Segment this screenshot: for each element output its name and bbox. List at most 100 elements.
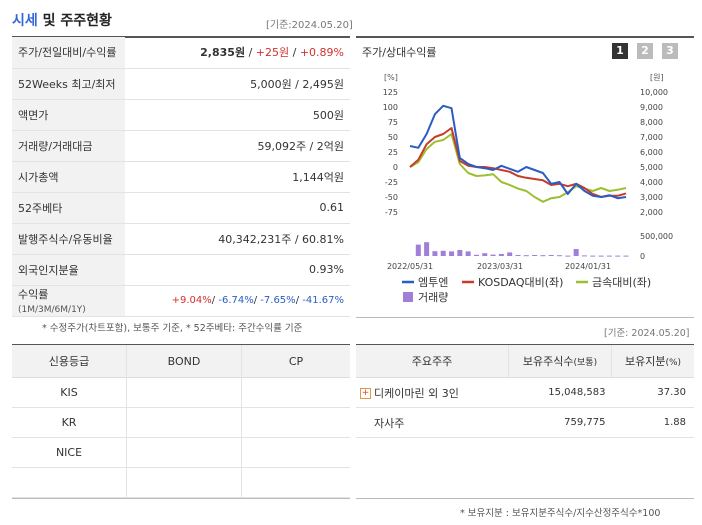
credit-header: BOND <box>126 345 242 378</box>
row-value: 1,144억원 <box>125 161 350 193</box>
left-tick-label: 100 <box>383 103 398 112</box>
volume-bar <box>565 255 571 257</box>
right-tick-label: 8,000 <box>640 118 663 127</box>
volume-bar <box>557 255 563 257</box>
volume-bar <box>457 250 463 256</box>
row-value: 40,342,231주 / 60.81% <box>125 223 350 255</box>
row-value: 59,092주 / 2억원 <box>125 130 350 162</box>
volume-bar <box>449 251 455 256</box>
volume-bar <box>540 255 546 257</box>
right-tick-label: 5,000 <box>640 163 663 172</box>
volume-bar <box>523 255 529 257</box>
row-label: 주가/전일대비/수익률 <box>12 37 125 69</box>
sector-line <box>409 133 627 203</box>
volume-bar <box>432 251 438 256</box>
row-value: 0.61 <box>125 192 350 224</box>
volume-bar <box>548 255 554 256</box>
left-tick-label: -50 <box>385 193 398 202</box>
row-label: 52Weeks 최고/최저 <box>12 68 125 100</box>
volume-bar <box>515 255 521 256</box>
table-row <box>12 467 350 498</box>
holder-header: 주요주주 <box>356 345 509 378</box>
table-row: KIS <box>12 377 350 408</box>
x-tick-label: 2022/05/31 <box>387 262 433 271</box>
row-label: 52주베타 <box>12 192 125 224</box>
credit-header: 신용등급 <box>12 345 127 378</box>
shares-header: 보유주식수(보통) <box>508 345 612 378</box>
legend-label: KOSDAQ대비(좌) <box>478 276 563 289</box>
top-divider-right <box>356 36 694 38</box>
left-tick-label: 25 <box>388 148 398 157</box>
volume-tick-label: 0 <box>640 252 645 261</box>
volume-tick-label: 500,000 <box>640 232 673 241</box>
table-row: 주가/전일대비/수익률 2,835원 / +25원 / +0.89% <box>12 37 350 69</box>
table-row: NICE <box>12 437 350 468</box>
chart-bottom-divider <box>356 317 694 318</box>
table-row: 자사주 759,775 1.88 <box>356 407 694 438</box>
row-value: 500원 <box>125 99 350 131</box>
right-tick-label: 3,000 <box>640 193 663 202</box>
table-row: 거래량/거래대금 59,092주 / 2억원 <box>12 130 350 162</box>
volume-bar <box>482 253 488 256</box>
legend-label: 엠투엔 <box>418 276 448 289</box>
right-tick-label: 4,000 <box>640 178 663 187</box>
table-row: 시가총액 1,144억원 <box>12 161 350 193</box>
row-value: 0.93% <box>125 254 350 286</box>
table-row: 수익률 (1M/3M/6M/1Y) +9.04%/ -6.74%/ -7.65%… <box>12 285 350 317</box>
shareholder-bottom-line <box>356 498 694 499</box>
credit-header: CP <box>241 345 350 378</box>
price-chart: [%] [원] 125 10,000 100 9,000 75 8,000 50 7,000 25 6… <box>383 73 673 304</box>
volume-bar <box>507 252 513 256</box>
price-value: 2,835원 / +25원 / +0.89% <box>125 37 350 69</box>
returns-label: 수익률 (1M/3M/6M/1Y) <box>12 285 125 317</box>
volume-bar <box>473 254 479 256</box>
chart-page-2-button[interactable]: 2 <box>637 43 653 59</box>
row-label: 액면가 <box>12 99 125 131</box>
volume-bar <box>615 255 621 257</box>
right-tick-label: 2,000 <box>640 208 663 217</box>
x-tick-label: 2024/01/31 <box>565 262 611 271</box>
ratio-header: 보유지분(%) <box>611 345 694 378</box>
left-tick-label: 125 <box>383 88 398 97</box>
volume-bar <box>424 242 430 256</box>
table-row: KR <box>12 407 350 438</box>
volume-bar <box>490 254 496 256</box>
volume-bar <box>606 255 612 257</box>
chart-title: 주가/상대수익률 <box>362 46 437 59</box>
legend-label: 금속대비(좌) <box>592 276 651 289</box>
volume-bar <box>498 254 504 256</box>
shareholder-base-date: [기준: 2024.05.20] <box>604 328 690 339</box>
chart-page-1-button[interactable]: 1 <box>612 43 628 59</box>
credit-bottom-line <box>12 498 350 499</box>
table-row: 외국인지분율 0.93% <box>12 254 350 286</box>
left-tick-label: 50 <box>388 133 398 142</box>
right-tick-label: 10,000 <box>640 88 668 97</box>
right-tick-label: 9,000 <box>640 103 663 112</box>
kosdaq-line <box>409 127 627 198</box>
volume-bar <box>623 255 629 257</box>
volume-bar <box>581 255 587 257</box>
volume-bar <box>415 244 421 256</box>
returns-value: +9.04%/ -6.74%/ -7.65%/ -41.67% <box>125 285 350 317</box>
chart-page-3-button[interactable]: 3 <box>662 43 678 59</box>
holder-name[interactable]: + 디케이마린 외 3인 <box>356 377 509 408</box>
left-axis-unit: [%] <box>384 73 398 82</box>
legend-swatch <box>403 292 413 302</box>
volume-bar <box>440 250 446 256</box>
left-tick-label: 75 <box>388 118 398 127</box>
right-tick-label: 7,000 <box>640 133 663 142</box>
volume-bar <box>598 255 604 257</box>
volume-bar <box>465 251 471 256</box>
price-note: * 수정주가(차트포함), 보통주 기준, * 52주베타: 주간수익률 기준 <box>42 323 303 334</box>
table-row: 액면가 500원 <box>12 99 350 131</box>
volume-bar <box>532 255 538 256</box>
volume-bar <box>590 255 596 257</box>
credit-table: 신용등급 BOND CP KIS KR NICE <box>12 345 350 498</box>
shareholder-table: 주요주주 보유주식수(보통) 보유지분(%) + 디케이마린 외 3인 15,04… <box>356 345 694 438</box>
left-tick-label: -25 <box>385 178 398 187</box>
table-row: 발행주식수/유동비율 40,342,231주 / 60.81% <box>12 223 350 255</box>
price-table: 주가/전일대비/수익률 2,835원 / +25원 / +0.89% 52Wee… <box>12 37 350 317</box>
expand-icon[interactable]: + <box>360 388 371 399</box>
section-title: 시세 및 주주현황 <box>12 13 112 29</box>
row-label: 거래량/거래대금 <box>12 130 125 162</box>
